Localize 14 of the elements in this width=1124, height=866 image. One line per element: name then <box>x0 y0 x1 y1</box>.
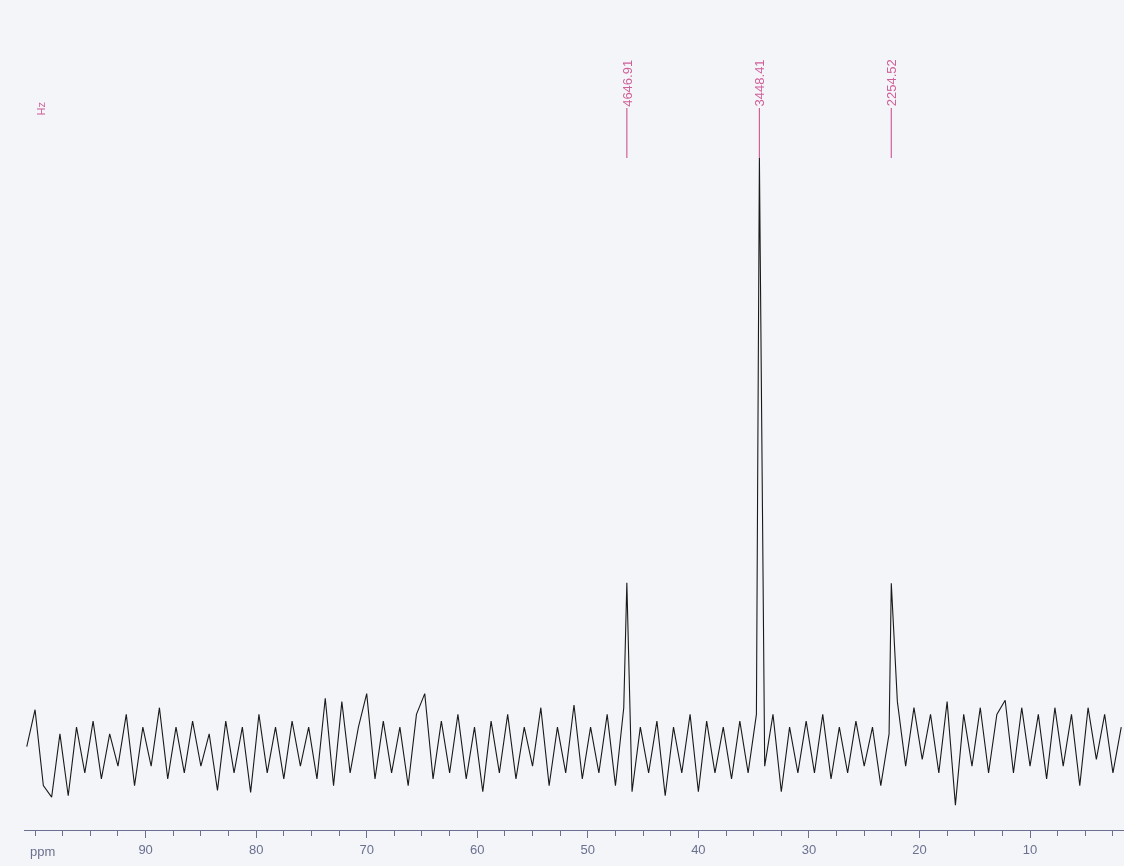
text: Hz <box>35 102 48 116</box>
annotation: 2254.52 <box>884 59 900 107</box>
annotation: 4646.91 <box>619 59 635 107</box>
x-tick-label: 30 <box>801 841 817 857</box>
x-tick-label: 20 <box>912 841 927 857</box>
x-tick-label: 90 <box>138 841 153 857</box>
x-tick-label: 60 <box>470 841 485 857</box>
x-tick-label: 80 <box>248 841 264 857</box>
annotation: 3448.41 <box>752 59 768 107</box>
x-tick-label: 40 <box>691 841 706 857</box>
x-axis-title: ppm <box>30 844 56 859</box>
x-tick-label: 50 <box>580 841 596 857</box>
x-tick-label: 10 <box>1022 841 1038 857</box>
x-tick-label: 70 <box>359 841 374 857</box>
